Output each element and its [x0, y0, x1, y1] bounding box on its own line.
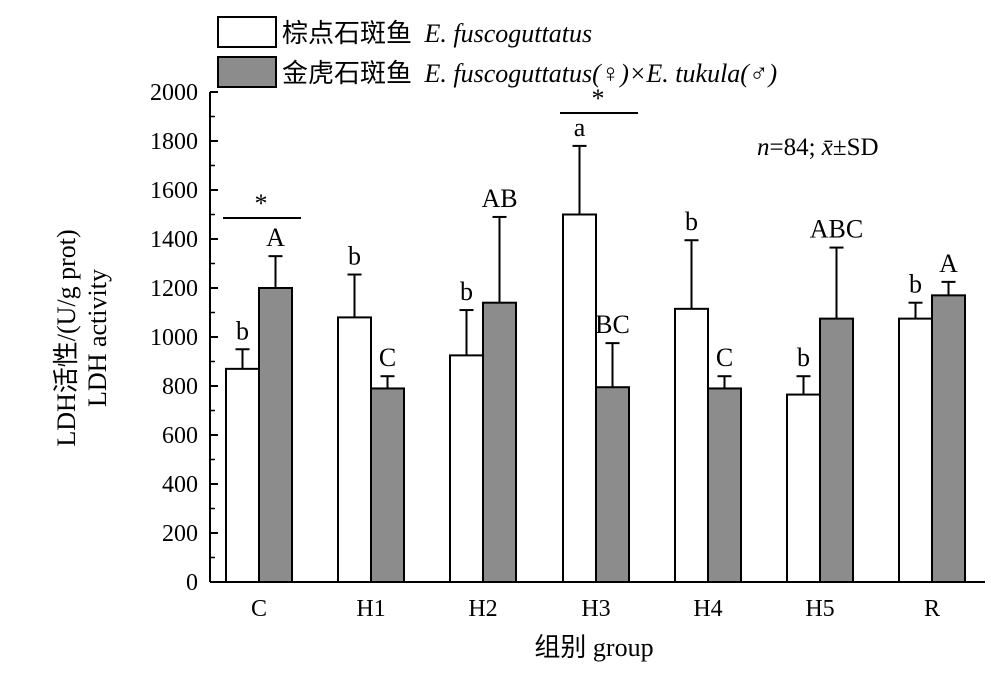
y-tick-label: 600: [162, 423, 198, 449]
y-tick-label: 2000: [150, 80, 198, 106]
significance-letter: AB: [481, 184, 517, 213]
y-tick-label: 400: [162, 472, 198, 498]
x-tick-label: C: [251, 596, 267, 622]
significance-star: *: [592, 84, 605, 113]
legend-series-2-latin: E. fuscoguttatus(♀)×E. tukula(♂): [424, 59, 778, 88]
legend-swatch-white: [217, 16, 277, 48]
sd-text: ±SD: [833, 134, 879, 161]
significance-letter: A: [266, 223, 285, 252]
bar-white: [674, 307, 709, 583]
bar-white: [562, 213, 597, 583]
bar-gray: [707, 387, 742, 584]
x-tick-label: R: [924, 596, 940, 622]
significance-letter: C: [379, 343, 396, 372]
y-tick-label: 1200: [150, 276, 198, 302]
x-tick-label: H4: [693, 596, 722, 622]
y-tick-label: 800: [162, 374, 198, 400]
y-tick-label: 1600: [150, 178, 198, 204]
x-tick-label: H1: [356, 596, 385, 622]
significance-letter: C: [716, 343, 733, 372]
bar-white: [786, 393, 821, 584]
legend-label-series-2: 金虎石斑鱼 E. fuscoguttatus(♀)×E. tukula(♂): [282, 59, 777, 88]
mean-symbol: x̄: [821, 134, 833, 161]
significance-letter: A: [939, 249, 958, 278]
bar-gray: [931, 294, 966, 583]
legend-series-1-latin: E. fuscoguttatus: [424, 19, 593, 48]
x-tick-label: H5: [805, 596, 834, 622]
significance-letter: BC: [595, 310, 630, 339]
legend-series-2-cn: 金虎石斑鱼: [282, 59, 412, 88]
legend-series-1-cn: 棕点石斑鱼: [282, 19, 412, 48]
bar-white: [898, 317, 933, 583]
significance-letter: b: [685, 207, 698, 236]
bar-gray: [819, 317, 854, 583]
bar-gray: [370, 387, 405, 584]
bar-gray: [482, 301, 517, 583]
significance-letter: b: [348, 242, 361, 271]
x-tick-label: H2: [468, 596, 497, 622]
y-tick-label: 0: [186, 570, 198, 596]
sample-size-annotation: n=84; x̄±SD: [757, 134, 879, 161]
y-axis-title: LDH活性/(U/g prot): [52, 229, 81, 446]
x-tick-label: H3: [581, 596, 610, 622]
significance-letter: b: [236, 316, 249, 345]
y-tick-label: 1800: [150, 129, 198, 155]
plot-area: 0 200 400 600 800 1000 1200 1400 1600 1800 2000 C H1…: [150, 80, 985, 622]
significance-letter: ABC: [810, 215, 863, 244]
n-symbol: n: [757, 134, 770, 161]
x-axis-title: 组别 group: [534, 633, 653, 662]
significance-star: *: [255, 189, 268, 218]
bar-white: [225, 367, 260, 583]
legend-swatch-gray: [217, 56, 277, 88]
y-axis-title-en: LDH activity: [83, 269, 112, 407]
y-tick-label: 1000: [150, 325, 198, 351]
n-value: =84;: [770, 134, 822, 161]
legend-label-series-1: 棕点石斑鱼 E. fuscoguttatus: [282, 19, 592, 48]
y-tick-label: 200: [162, 521, 198, 547]
bar-gray: [595, 386, 630, 583]
significance-letter: b: [797, 343, 810, 372]
y-tick-label: 1400: [150, 227, 198, 253]
significance-letter: b: [460, 277, 473, 306]
bar-white: [449, 354, 484, 583]
bar-gray: [258, 287, 293, 583]
bar-white: [337, 316, 372, 583]
legend: 棕点石斑鱼 E. fuscoguttatus 金虎石斑鱼 E. fuscogut…: [217, 16, 777, 88]
significance-letter: b: [909, 270, 922, 299]
significance-letter: a: [574, 113, 586, 142]
